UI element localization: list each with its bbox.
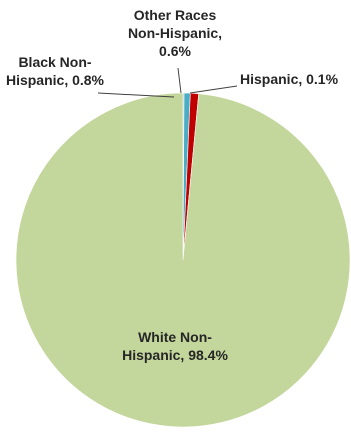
leader-line	[189, 85, 238, 94]
pie-slices	[15, 92, 351, 428]
data-label-line: 0.6%	[159, 43, 191, 59]
leader-lines	[97, 67, 238, 98]
data-label: Hispanic, 0.1%	[240, 71, 339, 87]
data-label: White Non- Hispanic, 98.4%	[122, 329, 228, 363]
data-label-line: Other Races	[134, 7, 217, 23]
data-label-line: Hispanic, 0.1%	[240, 71, 339, 87]
data-label-line: White Non-	[138, 329, 212, 345]
data-labels: Hispanic, 0.1% Other Races Non-Hispanic, 0.…	[6, 7, 339, 363]
data-label: Other Races Non-Hispanic, 0.6%	[128, 7, 222, 59]
data-label: Black Non- Hispanic, 0.8%	[6, 54, 105, 88]
leader-line	[177, 67, 182, 94]
data-label-line: Hispanic, 0.8%	[6, 72, 105, 88]
data-label-line: Non-Hispanic,	[128, 25, 222, 41]
data-label-line: Hispanic, 98.4%	[122, 347, 228, 363]
leader-line	[97, 92, 175, 98]
pie-slice	[15, 92, 351, 428]
data-label-line: Black Non-	[18, 54, 91, 70]
